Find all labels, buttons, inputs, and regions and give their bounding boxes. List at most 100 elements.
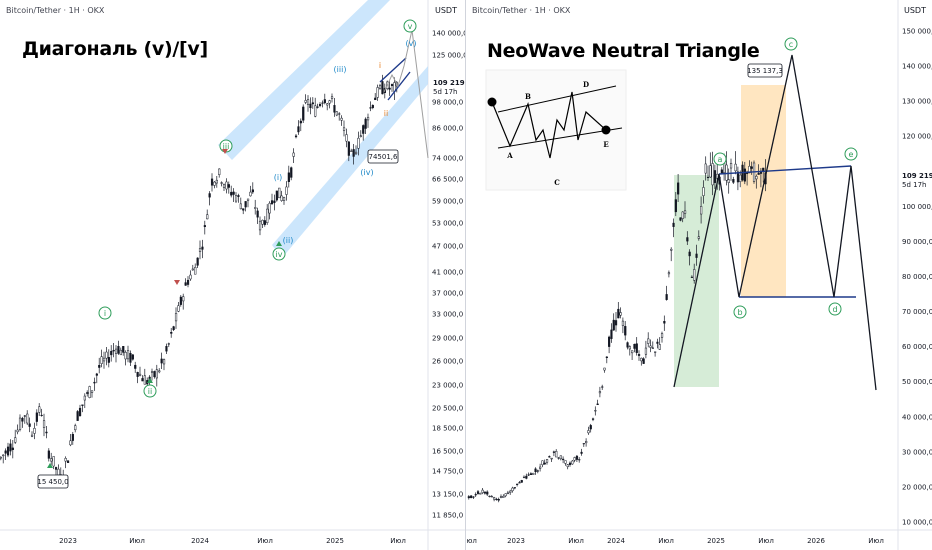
left-candle-body (143, 375, 146, 385)
right-candle (539, 463, 542, 472)
right-countdown: 5d 17h (902, 181, 926, 189)
right-candle (681, 211, 684, 223)
left-candle (254, 199, 257, 215)
right-wave-d-label: d (828, 302, 842, 316)
left-candle-body (266, 208, 269, 223)
right-candle-body (580, 451, 583, 454)
left-candle (124, 350, 127, 366)
left-candle-body (261, 219, 264, 225)
left-candle (357, 131, 360, 156)
left-wedge-upper-line (379, 57, 407, 83)
right-candle (479, 492, 482, 495)
left-candle (64, 456, 67, 469)
left-candle (388, 81, 391, 96)
right-candle (559, 455, 562, 461)
right-current-price-value: 109 219,6 (902, 172, 932, 180)
left-candle (112, 342, 115, 358)
right-candle (476, 490, 480, 495)
right-candle (605, 356, 608, 364)
right-candle-body (624, 326, 627, 336)
left-candle-body (184, 282, 187, 286)
left-candle-body (110, 350, 113, 356)
right-candle (578, 457, 581, 463)
right-candle (686, 231, 689, 246)
right-candle-body (573, 457, 576, 461)
left-candle (294, 134, 298, 139)
right-candle (497, 497, 500, 503)
left-candle-body (208, 193, 211, 198)
left-wave-i-label-text: i (104, 309, 106, 318)
left-candle-body (198, 248, 202, 252)
left-chart-canvas[interactable]: 140 000,0 125 000,0 98 000,0 86 000,0 74 000… (0, 0, 466, 550)
right-inset-start-dot (487, 97, 497, 107)
left-candle-body (28, 423, 31, 427)
right-candle-body (545, 459, 549, 463)
right-candle-body (644, 347, 648, 355)
right-y-tick-label: 80 000,0 (902, 273, 932, 281)
right-wave-b-label-text: b (737, 308, 742, 317)
right-chart-panel[interactable]: 150 000,0 140 000,0 130 000,0 120 000,0 100 … (466, 0, 932, 550)
right-wave-a-label-circle (713, 152, 727, 166)
left-candle-body (314, 105, 317, 117)
left-x-tick-label: Июл (257, 537, 273, 545)
left-candle (119, 347, 122, 356)
left-candle-body (234, 195, 238, 202)
left-wave-ii-label-circle (143, 384, 157, 398)
right-chart-canvas[interactable]: 150 000,0 140 000,0 130 000,0 120 000,0 100 … (466, 0, 932, 550)
right-candle-body (518, 482, 521, 484)
left-candle (340, 115, 343, 126)
right-wave-c-label-text: c (789, 40, 793, 49)
right-candle-body (548, 456, 551, 458)
right-candle-body (702, 187, 705, 196)
right-candle-body (493, 497, 496, 500)
right-candle (628, 345, 631, 356)
left-candle (126, 345, 130, 363)
left-candle (194, 263, 197, 275)
left-candle-body (338, 113, 341, 115)
left-candle-body (218, 168, 221, 175)
left-candle (153, 370, 156, 379)
left-candle (16, 424, 19, 435)
right-candle (504, 493, 507, 498)
right-candle-body (486, 491, 489, 495)
right-candle (727, 168, 730, 194)
left-chart-panel[interactable]: 140 000,0 125 000,0 98 000,0 86 000,0 74 000… (0, 0, 466, 550)
right-candle (474, 492, 477, 497)
left-x-tick-label: 2025 (326, 537, 344, 545)
right-candle (633, 343, 636, 353)
right-candle (575, 454, 579, 462)
left-candle-body (76, 411, 79, 421)
right-candle (502, 494, 505, 498)
right-y-tick-label: 140 000,0 (902, 63, 932, 71)
left-candle (76, 410, 79, 421)
right-candle (568, 461, 572, 467)
left-candle (299, 118, 302, 132)
right-candle-body (591, 418, 595, 420)
right-candle-body (706, 176, 710, 179)
right-candle (665, 285, 668, 301)
right-candle-body (490, 496, 493, 498)
right-candle-body (743, 168, 746, 182)
left-candle-body (105, 351, 108, 359)
left-candle-body (292, 152, 295, 157)
right-candle-body (467, 496, 470, 499)
left-candle-body (52, 456, 55, 467)
right-candle (637, 350, 641, 361)
right-candle (495, 497, 498, 501)
right-candle (516, 483, 519, 487)
left-candle (0, 456, 2, 461)
right-candle (702, 180, 705, 204)
right-candle (734, 151, 737, 175)
left-candle (23, 415, 26, 424)
left-candle-body (126, 350, 130, 360)
left-candle-body (50, 458, 53, 462)
right-wave-e-label-text: e (849, 150, 854, 159)
right-inset-zigzag (491, 91, 607, 159)
right-candle-body (562, 458, 565, 461)
right-y-tick-label: 90 000,0 (902, 238, 932, 246)
left-candle (170, 327, 173, 338)
left-candle-body (230, 191, 233, 196)
right-candle-body (612, 319, 615, 331)
left-candle (107, 349, 110, 368)
right-current-price-badge: 109 219,65d 17h (902, 172, 932, 189)
